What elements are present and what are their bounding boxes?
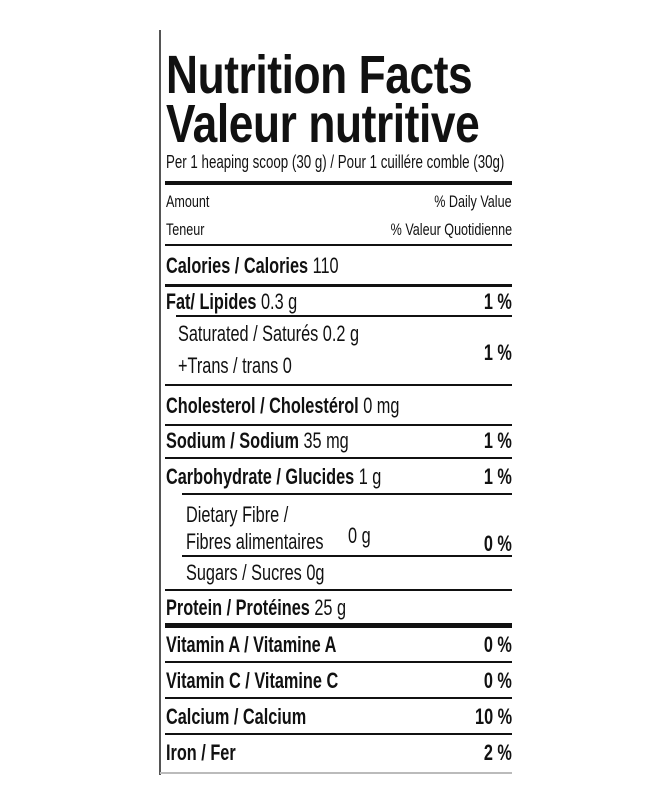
fat-label: Fat/ Lipides — [166, 289, 257, 314]
fibre-value: 0 g — [348, 523, 371, 548]
fibre-dv: 0 % — [483, 531, 512, 556]
carbohydrate-dv: 1 % — [483, 464, 512, 489]
carbohydrate-label: Carbohydrate / Glucides — [166, 464, 355, 489]
vitamin-c-label: Vitamin C / Vitamine C — [166, 668, 339, 693]
divider — [165, 589, 512, 591]
calories-label: Calories / Calories — [166, 253, 309, 278]
calcium-label: Calcium / Calcium — [166, 704, 307, 729]
saturated-label: Saturated / Saturés 0.2 g — [178, 321, 360, 346]
divider — [165, 661, 512, 663]
divider — [165, 697, 512, 699]
carbohydrate-row: Carbohydrate / Glucides 1 g — [166, 464, 381, 490]
sodium-value: 35 mg — [303, 428, 349, 453]
teneur-label: Teneur — [166, 220, 205, 239]
fibre-label-en: Dietary Fibre / — [186, 502, 289, 527]
sugars-label: Sugars / Sucres 0g — [186, 560, 325, 585]
divider — [182, 555, 512, 557]
divider — [176, 315, 512, 317]
vitamin-a-dv: 0 % — [483, 632, 512, 657]
fat-row: Fat/ Lipides 0.3 g — [166, 289, 297, 315]
title-english: Nutrition Facts — [166, 45, 473, 105]
trans-label: +Trans / trans 0 — [178, 353, 292, 378]
divider — [165, 623, 512, 628]
cholesterol-row: Cholesterol / Cholestérol 0 mg — [166, 393, 399, 419]
carbohydrate-value: 1 g — [358, 464, 382, 489]
saturated-dv: 1 % — [483, 340, 512, 365]
divider — [165, 181, 512, 185]
cholesterol-value: 0 mg — [363, 393, 400, 418]
sodium-dv: 1 % — [483, 428, 512, 453]
iron-label: Iron / Fer — [166, 740, 236, 765]
calcium-dv: 10 % — [474, 704, 512, 729]
iron-dv: 2 % — [483, 740, 512, 765]
divider — [165, 457, 512, 459]
divider — [165, 384, 512, 386]
fat-value: 0.3 g — [260, 289, 298, 314]
vitamin-a-label: Vitamin A / Vitamine A — [166, 632, 337, 657]
cholesterol-label: Cholesterol / Cholestérol — [166, 393, 359, 418]
bottom-edge — [160, 772, 512, 774]
fat-dv: 1 % — [483, 289, 512, 314]
divider — [165, 424, 512, 426]
protein-label: Protein / Protéines — [166, 595, 310, 620]
sodium-row: Sodium / Sodium 35 mg — [166, 428, 349, 454]
title-french: Valeur nutritive — [166, 94, 480, 154]
vitamin-c-dv: 0 % — [483, 668, 512, 693]
protein-row: Protein / Protéines 25 g — [166, 595, 346, 621]
label-border — [159, 30, 161, 775]
divider — [165, 284, 512, 287]
protein-value: 25 g — [314, 595, 347, 620]
serving-size: Per 1 heaping scoop (30 g) / Pour 1 cuil… — [166, 152, 505, 172]
valeur-quotidienne-label: % Valeur Quotidienne — [390, 220, 512, 239]
sodium-label: Sodium / Sodium — [166, 428, 299, 453]
fibre-label-fr: Fibres alimentaires — [186, 529, 324, 554]
daily-value-label: % Daily Value — [434, 192, 512, 211]
amount-label: Amount — [166, 192, 210, 211]
divider — [182, 493, 512, 495]
divider — [165, 733, 512, 735]
divider — [165, 244, 512, 246]
calories-value: 110 — [312, 253, 339, 278]
calories-row: Calories / Calories 110 — [166, 253, 339, 279]
